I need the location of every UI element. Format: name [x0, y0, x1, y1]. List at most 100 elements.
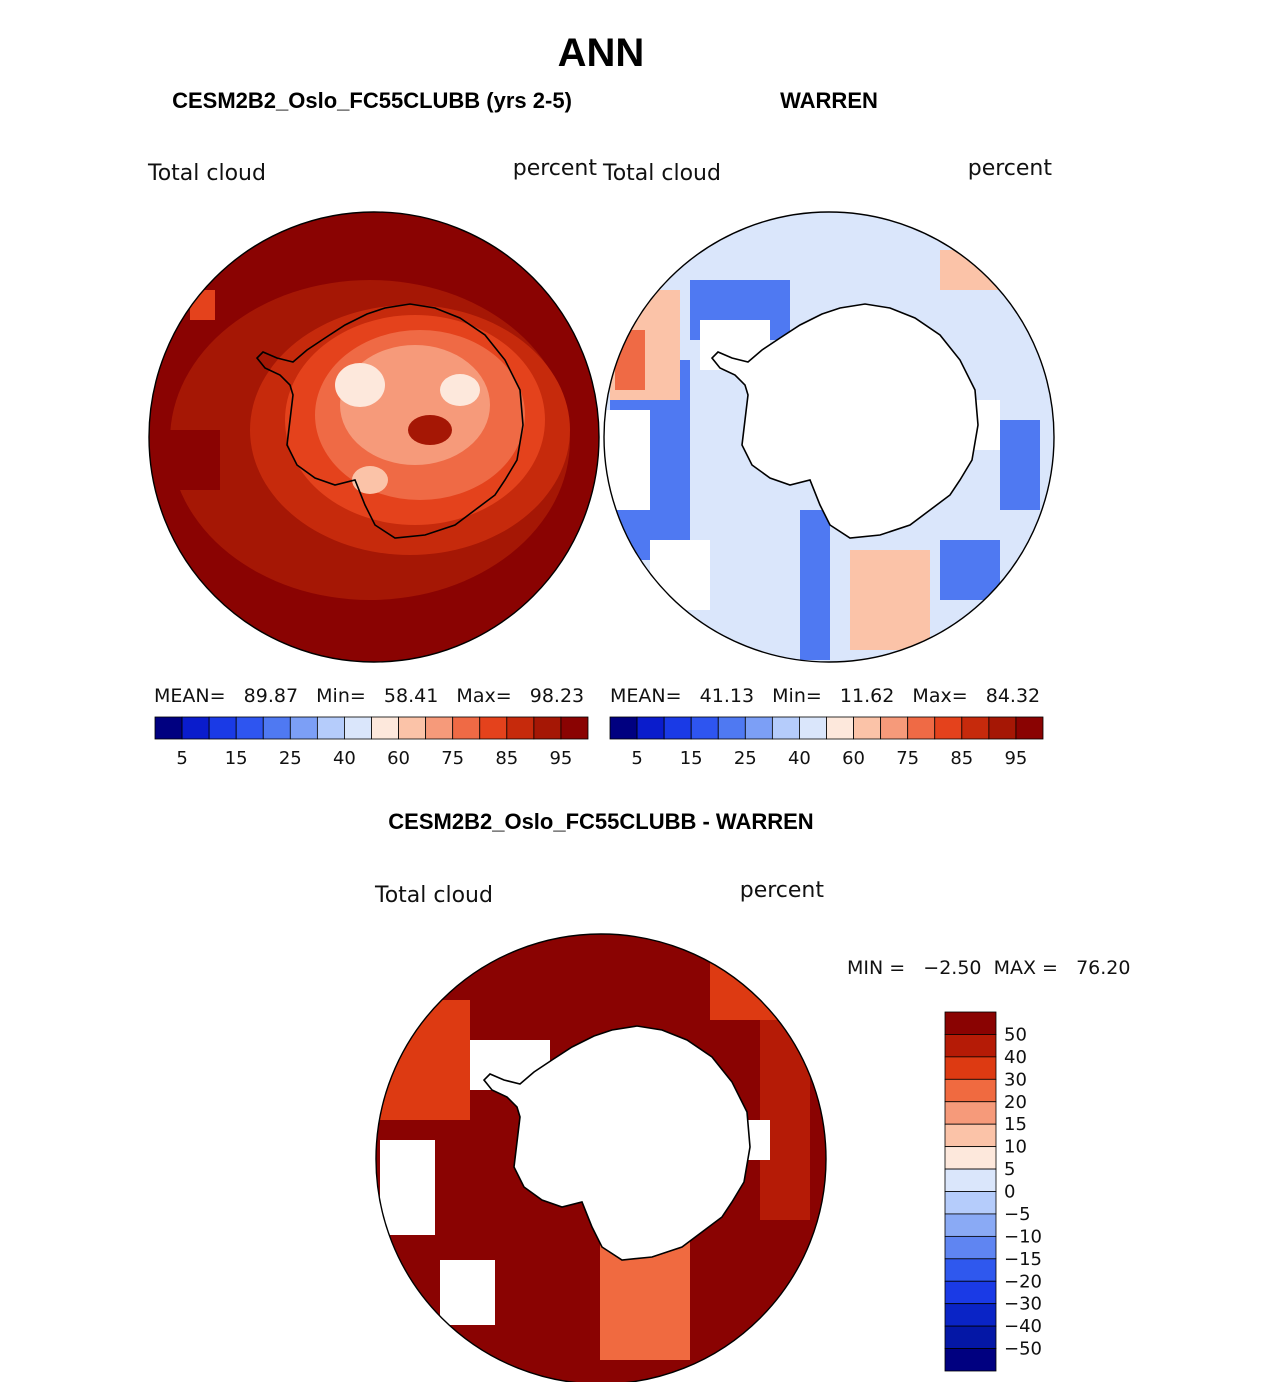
obs-field-red-2 — [615, 330, 645, 390]
diff-colorbar-swatch — [944, 1123, 997, 1148]
panel-obs-title: WARREN — [780, 88, 878, 113]
panel-diff-boundary — [375, 933, 827, 1382]
obs-field-missing-1 — [604, 410, 650, 510]
diff-colorbar-swatch — [944, 1213, 997, 1237]
diff-colorbar-tick-label: 0 — [1004, 1182, 1015, 1203]
model-field-high-2 — [440, 374, 480, 406]
obs-colorbar-tick-label: 95 — [1004, 748, 1027, 769]
model-colorbar-tick-label: 15 — [225, 748, 248, 769]
obs-colorbar-swatch — [880, 716, 909, 740]
panel-diff: CESM2B2_Oslo_FC55CLUBB - WARREN Total cl… — [374, 809, 1130, 1382]
obs-field-blue-3 — [800, 510, 830, 660]
model-colorbar-tick-label: 60 — [387, 748, 410, 769]
obs-colorbar-swatch — [907, 716, 936, 740]
obs-colorbar-swatch — [609, 716, 638, 740]
diff-colorbar-tick-label: 40 — [1004, 1047, 1027, 1068]
diff-colorbar-swatch — [944, 1348, 997, 1372]
model-colorbar-swatch — [371, 716, 399, 740]
model-colorbar-swatch — [533, 716, 562, 740]
panel-obs-stats: MEAN= 41.13 Min= 11.62 Max= 84.32 — [610, 685, 1040, 707]
obs-colorbar-swatch — [636, 716, 665, 740]
model-colorbar-swatch — [181, 716, 210, 740]
model-colorbar-swatch — [425, 716, 454, 740]
model-field-low — [408, 415, 452, 445]
obs-colorbar-tick-label: 40 — [788, 748, 811, 769]
model-colorbar-tick-label: 75 — [441, 748, 464, 769]
model-field-high-3 — [352, 466, 388, 494]
model-colorbar-swatch — [506, 716, 535, 740]
diff-colorbar-swatch — [944, 1303, 997, 1327]
obs-colorbar-tick-label: 60 — [842, 748, 865, 769]
diff-colorbar-tick-label: 20 — [1004, 1092, 1027, 1113]
panel-model-stats: MEAN= 89.87 Min= 58.41 Max= 98.23 — [154, 685, 584, 707]
model-colorbar-swatch — [560, 716, 589, 740]
panel-model-units: percent — [513, 156, 598, 181]
diff-colorbar-tick-label: 10 — [1004, 1137, 1027, 1158]
model-colorbar-swatch — [344, 716, 372, 740]
diff-colorbar-tick-label: −10 — [1004, 1226, 1042, 1247]
diff-colorbar-tick-label: −20 — [1004, 1271, 1042, 1292]
model-field-high-1 — [335, 363, 385, 407]
obs-colorbar-swatch — [934, 716, 963, 740]
diff-colorbar-tick-label: 50 — [1004, 1024, 1027, 1045]
obs-colorbar-swatch — [1015, 716, 1044, 740]
model-colorbar-tick-label: 95 — [549, 748, 572, 769]
diff-colorbar-tick-label: 30 — [1004, 1069, 1027, 1090]
model-colorbar-tick-label: 5 — [176, 748, 187, 769]
panel-model-variable: Total cloud — [147, 161, 266, 186]
panel-diff-title: CESM2B2_Oslo_FC55CLUBB - WARREN — [388, 809, 813, 834]
model-colorbar-swatch — [289, 716, 318, 740]
obs-colorbar-tick-label: 15 — [680, 748, 703, 769]
obs-field-blue-4 — [1000, 420, 1040, 510]
obs-field-blue-5 — [940, 540, 1000, 600]
model-colorbar-tick-label: 40 — [333, 748, 356, 769]
panel-model-title: CESM2B2_Oslo_FC55CLUBB (yrs 2-5) — [172, 88, 572, 113]
diff-colorbar-tick-label: −15 — [1004, 1249, 1042, 1270]
model-colorbar-tick-label: 85 — [495, 748, 518, 769]
diff-colorbar-tick-label: −5 — [1004, 1204, 1031, 1225]
diff-colorbar-swatch — [944, 1258, 997, 1282]
diff-colorbar-tick-label: 5 — [1004, 1159, 1015, 1180]
panel-diff-units: percent — [740, 878, 825, 903]
diff-colorbar-tick-label: −50 — [1004, 1339, 1042, 1360]
model-colorbar-swatch — [262, 716, 291, 740]
model-colorbar-swatch — [208, 716, 237, 740]
panel-obs: WARREN Total cloud percent MEAN= 41.13 M… — [602, 88, 1055, 769]
diff-colorbar-swatch — [944, 1101, 997, 1125]
diff-colorbar-tick-label: 15 — [1004, 1114, 1027, 1135]
obs-colorbar-swatch — [744, 716, 773, 740]
diff-colorbar-swatch — [944, 1191, 997, 1215]
obs-field-red-4 — [940, 250, 1010, 290]
model-colorbar-swatch — [154, 716, 183, 740]
model-colorbar-swatch — [235, 716, 264, 740]
diff-colorbar-tick-label: −30 — [1004, 1294, 1042, 1315]
obs-colorbar-tick-label: 75 — [896, 748, 919, 769]
panel-diff-stats: MIN = −2.50 MAX = 76.20 — [847, 957, 1130, 979]
obs-field-missing-2 — [650, 540, 710, 610]
diff-field-missing-1 — [380, 1140, 435, 1235]
diff-colorbar-swatch — [944, 1146, 997, 1170]
model-field-patch — [150, 430, 220, 490]
obs-colorbar-swatch — [961, 716, 990, 740]
diff-colorbar-swatch — [944, 1034, 997, 1058]
diff-colorbar-swatch — [944, 1056, 997, 1080]
panel-model: CESM2B2_Oslo_FC55CLUBB (yrs 2-5) Total c… — [147, 88, 600, 769]
model-field-patch-b — [190, 290, 215, 320]
panel-diff-variable: Total cloud — [374, 883, 493, 908]
diff-colorbar-swatch — [944, 1168, 997, 1192]
obs-colorbar-swatch — [663, 716, 692, 740]
panel-model-colorbar: 5 15 25 40 60 75 85 95 — [154, 716, 589, 769]
obs-colorbar-swatch — [717, 716, 746, 740]
panel-obs-variable: Total cloud — [602, 161, 721, 186]
diff-colorbar-swatch — [944, 1235, 997, 1260]
diff-colorbar-swatch — [944, 1078, 997, 1103]
obs-colorbar-swatch — [799, 716, 827, 740]
obs-field-red-3 — [850, 550, 930, 650]
model-colorbar-swatch — [316, 716, 345, 740]
model-colorbar-swatch — [452, 716, 481, 740]
panel-model-boundary — [148, 211, 600, 663]
diff-colorbar-swatch — [944, 1325, 997, 1349]
panel-obs-boundary — [603, 211, 1055, 663]
